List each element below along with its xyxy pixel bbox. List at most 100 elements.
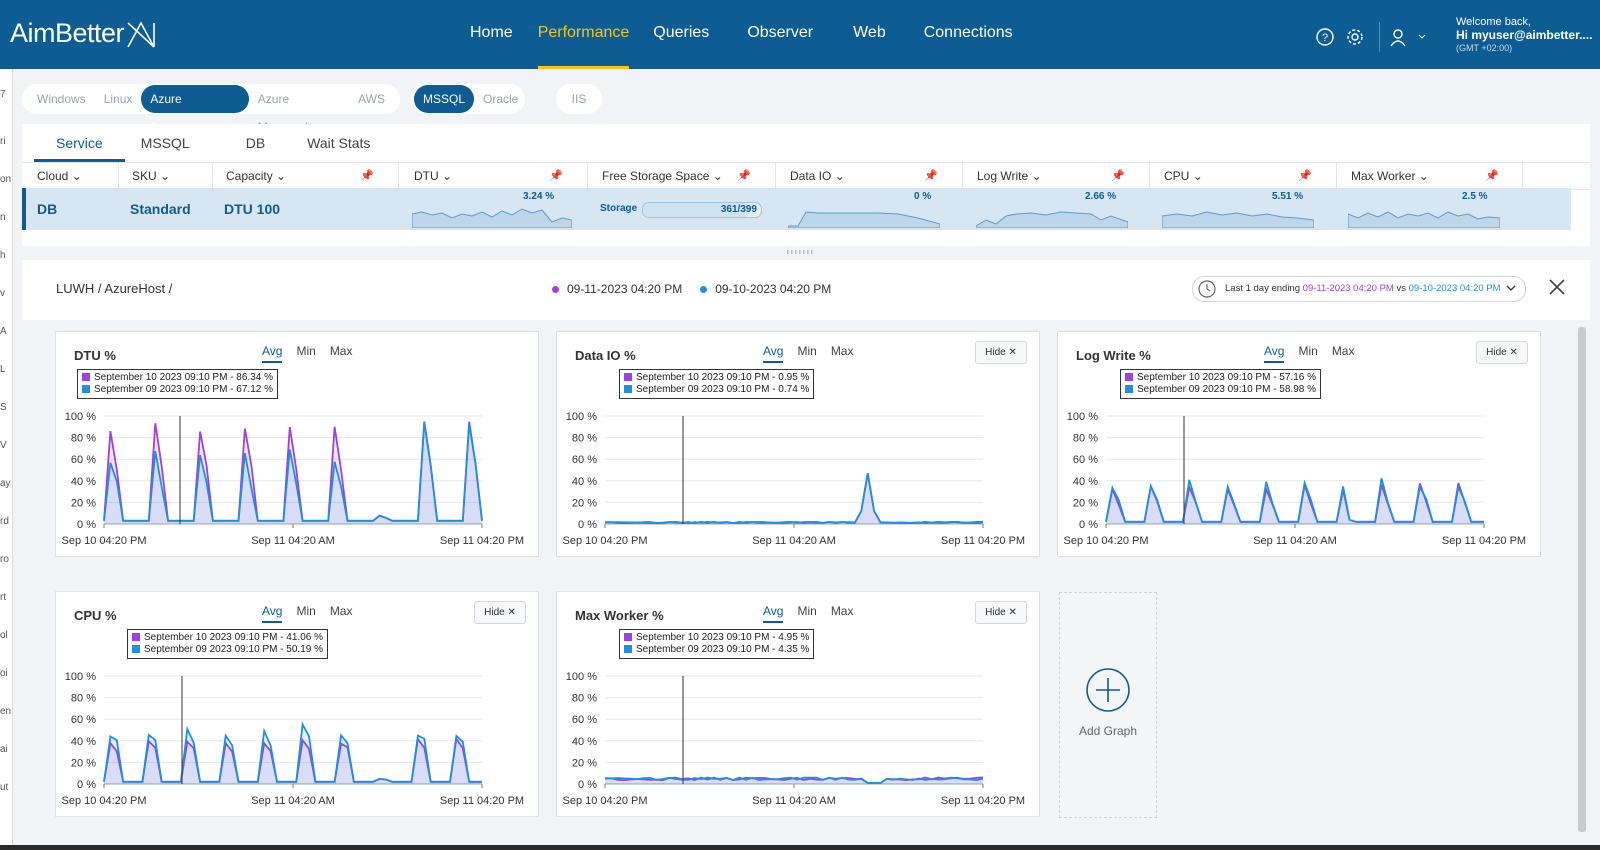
agg-tab-avg[interactable]: Avg (1264, 344, 1285, 363)
time-range-selector[interactable]: Last 1 day ending 09-11-2023 04:20 PM vs… (1192, 276, 1526, 302)
x-tick-label: Sep 11 04:20 AM (251, 795, 335, 807)
panel-scrollbar[interactable] (1578, 327, 1586, 832)
user-icon[interactable] (1388, 27, 1408, 47)
sidebar-fragment[interactable]: oi (0, 668, 8, 679)
pill-azure-managed[interactable]: Azure Managed (257, 92, 308, 134)
legend-item[interactable]: 09-10-2023 04:20 PM (715, 282, 832, 296)
pin-icon[interactable]: 📌 (737, 170, 751, 182)
add-graph-button[interactable]: Add Graph (1059, 592, 1157, 818)
tab-db[interactable]: DB (245, 135, 266, 151)
sidebar-fragment[interactable]: ro (0, 554, 9, 565)
agg-tab-max[interactable]: Max (830, 344, 854, 358)
tab-wait-stats[interactable]: Wait Stats (307, 135, 371, 151)
tooltip-swatch (82, 385, 90, 393)
agg-tab-min[interactable]: Min (296, 344, 316, 358)
sidebar-fragment[interactable]: on (0, 174, 12, 185)
sidebar-fragment[interactable]: h (0, 250, 6, 261)
agg-tab-max[interactable]: Max (329, 344, 353, 358)
y-tick-label: 100 % (1067, 411, 1098, 423)
pin-icon[interactable]: 📌 (1485, 170, 1499, 182)
platform-filter: Windows Linux Azure Databases Azure Mana… (22, 84, 400, 134)
chart-tooltip: September 10 2023 09:10 PM - 86.34 % Sept… (77, 369, 279, 399)
col-cloud[interactable]: Cloud ⌄ (37, 169, 82, 183)
nav-connections[interactable]: Connections (923, 24, 1013, 41)
nav-observer[interactable]: Observer (747, 24, 814, 41)
col-log-write[interactable]: Log Write ⌄ (977, 169, 1042, 183)
agg-tab-min[interactable]: Min (1298, 344, 1318, 358)
hide-chart-button[interactable]: Hide ✕ (474, 601, 526, 624)
hide-chart-button[interactable]: Hide ✕ (975, 601, 1027, 624)
nav-web[interactable]: Web (853, 24, 886, 41)
col-cpu[interactable]: CPU ⌄ (1164, 169, 1203, 183)
sidebar-fragment[interactable]: ut (0, 782, 9, 793)
col-dtu[interactable]: DTU ⌄ (414, 169, 453, 183)
pin-icon[interactable]: 📌 (1298, 170, 1312, 182)
pill-oracle[interactable]: Oracle (483, 92, 519, 106)
pill-windows[interactable]: Windows (37, 92, 86, 106)
close-icon[interactable] (1548, 278, 1566, 296)
agg-tab-avg[interactable]: Avg (763, 344, 784, 363)
pin-icon[interactable]: 📌 (549, 170, 563, 182)
col-data-io[interactable]: Data IO ⌄ (790, 169, 845, 183)
sidebar-fragment[interactable]: en (0, 706, 12, 717)
pin-icon[interactable]: 📌 (924, 170, 938, 182)
tooltip-line: September 09 2023 09:10 PM - 4.35 % (636, 644, 810, 655)
agg-tab-min[interactable]: Min (296, 604, 316, 618)
agg-tab-avg[interactable]: Avg (262, 344, 283, 363)
series-line (103, 422, 483, 522)
resize-handle[interactable] (787, 249, 817, 255)
sidebar-fragment[interactable]: ol (0, 630, 8, 641)
col-max-worker[interactable]: Max Worker ⌄ (1351, 169, 1429, 183)
agg-tab-max[interactable]: Max (329, 604, 353, 618)
legend-item[interactable]: 09-11-2023 04:20 PM (567, 282, 683, 296)
y-tick-label: 80 % (572, 693, 597, 705)
gear-icon[interactable] (1345, 27, 1365, 47)
sidebar-fragment[interactable]: L (0, 364, 6, 375)
tooltip-line: September 09 2023 09:10 PM - 0.74 % (636, 384, 810, 395)
tooltip-line: September 09 2023 09:10 PM - 67.12 % (94, 384, 274, 395)
pin-icon[interactable]: 📌 (1111, 170, 1125, 182)
nav-queries[interactable]: Queries (653, 24, 710, 41)
hide-chart-button[interactable]: Hide ✕ (975, 341, 1027, 364)
help-icon[interactable]: ? (1315, 27, 1335, 47)
sidebar-fragment[interactable]: ay (0, 478, 11, 489)
agg-tab-min[interactable]: Min (797, 344, 817, 358)
sidebar-fragment[interactable]: ri (0, 136, 6, 147)
pill-iis[interactable]: IIS (571, 92, 587, 106)
agg-tab-max[interactable]: Max (1331, 344, 1355, 358)
pill-linux[interactable]: Linux (103, 92, 133, 106)
sidebar-fragment[interactable]: A (0, 326, 7, 337)
col-free-storage[interactable]: Free Storage Space ⌄ (602, 169, 723, 183)
sidebar-fragment[interactable]: S (0, 402, 7, 413)
pill-azure-databases[interactable]: Azure Databases (141, 85, 249, 134)
chart-tooltip: September 10 2023 09:10 PM - 57.16 % Sept… (1120, 369, 1322, 399)
chevron-down-icon[interactable] (1418, 34, 1426, 40)
tooltip-swatch (624, 373, 632, 381)
sidebar-fragment[interactable]: rt (0, 592, 7, 603)
tab-service[interactable]: Service (34, 124, 125, 162)
sidebar-fragment[interactable]: 7 (0, 89, 6, 100)
agg-tab-avg[interactable]: Avg (262, 604, 283, 623)
col-sku[interactable]: SKU ⌄ (132, 169, 171, 183)
sidebar-fragment[interactable]: v (0, 288, 5, 299)
sidebar-fragment[interactable]: V (0, 440, 7, 451)
table-row[interactable]: DB Standard DTU 100 3.24 % Storage 361/3… (22, 188, 1571, 230)
nav-home[interactable]: Home (470, 24, 513, 41)
agg-tab-min[interactable]: Min (797, 604, 817, 618)
agg-tab-avg[interactable]: Avg (763, 604, 784, 623)
sidebar-fragment[interactable]: n (0, 212, 6, 223)
agg-tab-max[interactable]: Max (830, 604, 854, 618)
pill-aws[interactable]: AWS (358, 92, 385, 106)
logo[interactable]: AimBetter (10, 18, 156, 49)
hide-chart-button[interactable]: Hide ✕ (1476, 341, 1528, 364)
nav-performance[interactable]: Performance (537, 0, 630, 69)
y-tick-label: 20 % (572, 757, 597, 769)
tab-mssql[interactable]: MSSQL (140, 135, 190, 151)
breadcrumb[interactable]: LUWH / AzureHost / (56, 281, 173, 296)
sidebar-fragment[interactable]: ai (0, 744, 8, 755)
welcome-block[interactable]: Welcome back, Hi myuser@aimbetter.... (G… (1456, 16, 1592, 55)
sidebar-fragment[interactable]: rd (0, 516, 9, 527)
pin-icon[interactable]: 📌 (360, 170, 374, 182)
pill-mssql[interactable]: MSSQL (414, 85, 475, 113)
col-capacity[interactable]: Capacity ⌄ (226, 169, 287, 183)
